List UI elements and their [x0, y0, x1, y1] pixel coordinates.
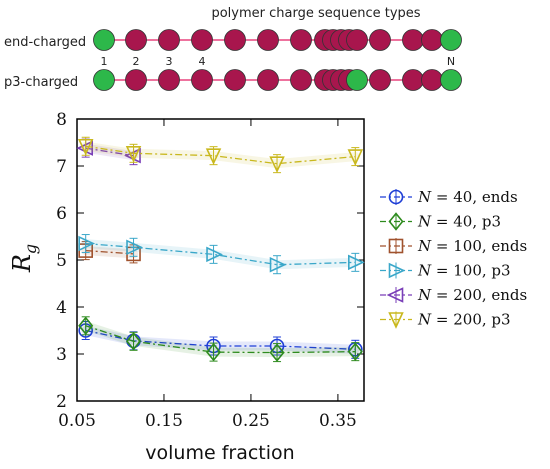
series-band	[81, 321, 360, 358]
charged-bead	[257, 29, 279, 51]
neutral-bead	[93, 69, 115, 91]
legend-marker	[388, 262, 406, 279]
charged-bead	[346, 29, 368, 51]
charged-bead	[369, 69, 391, 91]
data-point	[126, 239, 143, 256]
series-line	[85, 242, 356, 266]
sequence-panel: polymer charge sequence types end-charge…	[4, 6, 462, 91]
data-point	[269, 156, 285, 174]
data-point	[348, 254, 365, 271]
y-tick-label: 7	[56, 157, 67, 177]
charged-bead	[421, 29, 443, 51]
series-line	[85, 147, 134, 157]
y-tick-label: 2	[56, 392, 67, 412]
neutral-bead	[346, 69, 368, 91]
series-5	[77, 136, 364, 174]
legend-item: N = 200, ends	[380, 286, 527, 304]
legend-marker	[388, 212, 404, 231]
charged-bead	[224, 29, 246, 51]
legend-label: N = 40, ends	[417, 188, 518, 206]
charged-bead	[369, 29, 391, 51]
charged-bead	[158, 69, 180, 91]
charged-bead	[290, 29, 312, 51]
series-1	[78, 316, 363, 363]
series-3	[78, 234, 365, 275]
charged-bead	[125, 29, 147, 51]
legend: N = 40, ends N = 40, p3 N = 100, ends N = 1…	[380, 188, 527, 329]
neutral-bead	[440, 29, 462, 51]
index-label-4: 4	[199, 55, 206, 68]
legend-label: N = 100, p3	[417, 262, 511, 280]
y-tick-label: 6	[56, 204, 67, 224]
chart: 2 3 4 5 6 7 8 0.05 0.15 0.25 0.35 volume fraction…	[8, 110, 527, 464]
legend-marker	[388, 189, 404, 205]
data-point	[125, 332, 142, 351]
charged-bead	[191, 69, 213, 91]
charged-bead	[402, 69, 424, 91]
charged-bead	[402, 29, 424, 51]
charged-bead	[191, 29, 213, 51]
neutral-bead	[440, 69, 462, 91]
data-point	[205, 148, 222, 166]
legend-label: N = 40, p3	[417, 213, 501, 231]
data-point	[347, 149, 364, 166]
legend-label: N = 200, ends	[417, 286, 527, 304]
y-tick-label: 8	[56, 110, 67, 130]
charged-bead	[290, 69, 312, 91]
charged-bead	[158, 29, 180, 51]
x-tick-label: 0.35	[319, 411, 357, 431]
data-point	[77, 138, 94, 156]
svg-text:Rg: Rg	[8, 244, 40, 273]
data-point	[347, 342, 363, 361]
row-label-p3-charged: p3-charged	[4, 75, 78, 90]
index-label-2: 2	[133, 55, 140, 68]
y-tick-label: 5	[56, 251, 67, 271]
charged-bead	[421, 69, 443, 91]
chain-end-charged	[93, 29, 462, 51]
data-point	[269, 256, 287, 273]
data-point	[78, 316, 94, 336]
legend-item: N = 100, p3	[380, 262, 511, 280]
data-point	[269, 343, 285, 362]
index-label-N: N	[447, 55, 455, 68]
index-label-3: 3	[166, 55, 173, 68]
x-axis-title: volume fraction	[145, 442, 294, 464]
legend-label: N = 100, ends	[417, 237, 527, 255]
y-axis-title: Rg	[8, 244, 40, 273]
legend-marker	[388, 312, 404, 329]
neutral-bead	[93, 29, 115, 51]
series-line	[85, 329, 356, 350]
legend-item: N = 200, p3	[380, 311, 511, 329]
data-point	[206, 246, 223, 263]
x-axis: 0.05 0.15 0.25 0.35	[58, 119, 357, 431]
y-axis-title-main: R	[8, 254, 36, 273]
y-axis: 2 3 4 5 6 7 8	[56, 110, 364, 412]
x-tick-label: 0.05	[58, 411, 96, 431]
legend-marker	[386, 287, 404, 303]
legend-item: N = 40, p3	[380, 212, 501, 231]
x-tick-label: 0.25	[232, 411, 270, 431]
sequence-panel-title: polymer charge sequence types	[211, 6, 420, 21]
legend-item: N = 100, ends	[380, 237, 527, 255]
y-tick-label: 3	[56, 345, 67, 365]
data-point	[206, 342, 222, 362]
series-line	[85, 145, 356, 165]
data-point	[125, 146, 142, 163]
legend-label: N = 200, p3	[417, 311, 511, 329]
chain-p3-charged	[93, 69, 462, 91]
series-band	[81, 246, 139, 259]
legend-item: N = 40, ends	[380, 188, 518, 206]
charged-bead	[125, 69, 147, 91]
series-layer	[76, 136, 365, 363]
row-label-end-charged: end-charged	[4, 35, 86, 50]
y-axis-title-sub: g	[21, 244, 40, 254]
charged-bead	[224, 69, 246, 91]
legend-marker	[388, 238, 404, 254]
charged-bead	[257, 69, 279, 91]
x-tick-label: 0.15	[145, 411, 183, 431]
index-label-1: 1	[101, 55, 108, 68]
y-tick-label: 4	[56, 298, 67, 318]
data-point	[78, 235, 96, 252]
